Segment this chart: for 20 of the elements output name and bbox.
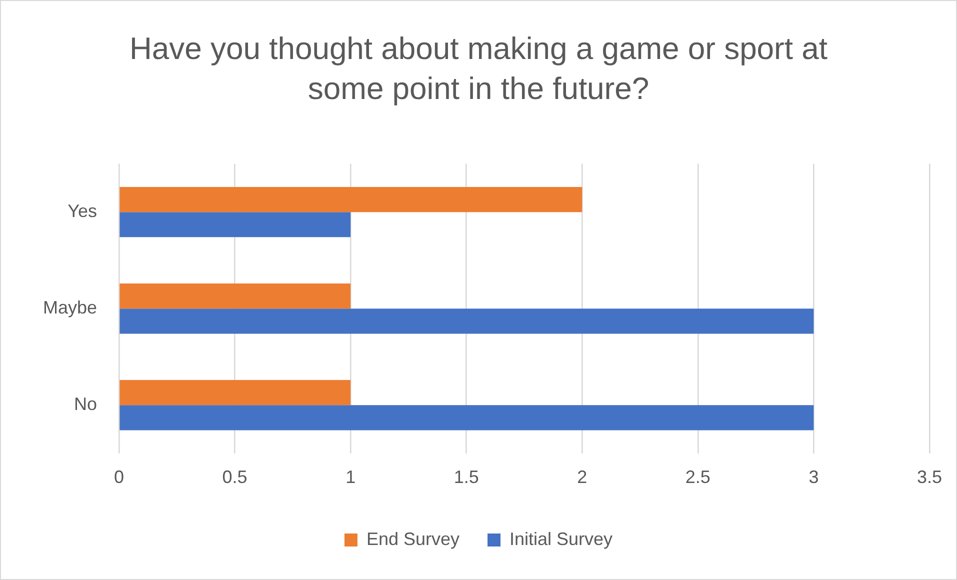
- y-tick-label: Maybe: [42, 298, 98, 318]
- bar: [120, 405, 814, 430]
- x-tick-label: 3.5: [916, 467, 942, 488]
- y-tick-label: No: [74, 394, 98, 414]
- legend-label: End Survey: [366, 528, 460, 549]
- x-tick-label: 2.5: [685, 467, 710, 488]
- x-tick-label: 3: [808, 467, 819, 488]
- bar: [120, 186, 582, 212]
- bar: [120, 308, 814, 334]
- x-tick-label: 1: [346, 467, 356, 488]
- x-tick-label: 0: [114, 467, 124, 488]
- bar: [120, 380, 351, 406]
- legend-label: Initial Survey: [510, 528, 613, 549]
- chart-title: Have you thought about making a game or sport at some point in the future?: [128, 30, 828, 108]
- bar: [120, 212, 351, 238]
- bar: [120, 284, 351, 309]
- x-tick-label: 1.5: [454, 467, 479, 488]
- x-tick-label: 2: [577, 467, 588, 488]
- y-tick-label: Yes: [68, 201, 98, 222]
- x-tick-label: 0.5: [222, 467, 248, 488]
